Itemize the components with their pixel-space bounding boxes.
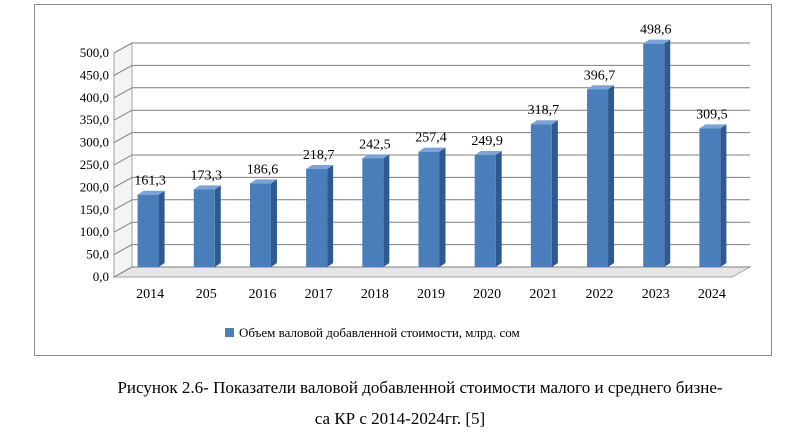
- bar: [587, 89, 609, 267]
- bar-side: [439, 147, 446, 267]
- bar-side: [664, 39, 671, 268]
- gridline-depth: [113, 244, 133, 256]
- bar-top: [193, 185, 221, 190]
- gridline-depth: [113, 176, 133, 188]
- bar: [193, 189, 215, 267]
- gridline-depth: [113, 199, 133, 211]
- gridline-depth: [113, 154, 133, 166]
- y-tick-label: 450,0: [80, 67, 109, 82]
- y-tick-label: 350,0: [80, 112, 109, 127]
- y-tick-label: 150,0: [80, 202, 109, 217]
- data-label: 396,7: [584, 68, 616, 83]
- x-tick-label: 2016: [248, 287, 276, 302]
- bar-side: [720, 124, 727, 268]
- legend-swatch: [225, 328, 234, 337]
- x-tick-label: 2024: [698, 287, 726, 302]
- x-tick-label: 2022: [586, 287, 614, 302]
- bar-top: [418, 147, 446, 152]
- bar-chart: 0,0 50,0 100,0 150,0 200,0 250,0 300,0 350,0 400…: [80, 23, 752, 340]
- figure-caption-line-1: Рисунок 2.6- Показатели валовой добавлен…: [117, 378, 723, 397]
- bar-top: [643, 39, 671, 44]
- gridline-depth: [113, 132, 133, 144]
- bar: [418, 151, 440, 267]
- bar-side: [270, 179, 277, 267]
- y-tick-label: 400,0: [80, 90, 109, 105]
- x-tick-label: 2019: [417, 287, 445, 302]
- bar-top: [530, 120, 558, 125]
- bar: [643, 43, 665, 268]
- y-tick-label: 250,0: [80, 157, 109, 172]
- bar-side: [327, 165, 334, 267]
- y-tick-label: 300,0: [80, 135, 109, 150]
- x-tick-label: 2017: [305, 287, 333, 302]
- bar-side: [551, 120, 558, 267]
- bar-side: [214, 185, 221, 267]
- bar: [306, 169, 328, 267]
- legend-label: Объем валовой добавленной стоимости, млр…: [239, 325, 520, 340]
- gridline-depth: [113, 109, 133, 121]
- x-tick-label: 205: [196, 287, 217, 302]
- gridline-depth: [113, 64, 133, 76]
- bar-top: [249, 179, 277, 184]
- bar-side: [383, 154, 390, 267]
- data-label: 186,6: [247, 162, 279, 177]
- bar: [137, 194, 159, 267]
- x-tick-label: 2023: [642, 287, 670, 302]
- bar: [530, 124, 552, 267]
- x-tick-label: 2020: [473, 287, 501, 302]
- data-label: 498,6: [640, 23, 672, 38]
- data-label: 257,4: [415, 131, 447, 146]
- bar-side: [158, 190, 165, 267]
- figure-caption-line-2: са КР с 2014-2024гг. [5]: [314, 409, 486, 428]
- chart-frame: 0,0 50,0 100,0 150,0 200,0 250,0 300,0 350,0 400…: [34, 4, 772, 356]
- data-label: 242,5: [359, 137, 391, 152]
- bar: [249, 183, 271, 267]
- gridline-depth: [113, 221, 133, 233]
- y-tick-label: 500,0: [80, 45, 109, 60]
- chart-floor: [112, 266, 752, 278]
- y-tick-label: 50,0: [86, 247, 109, 262]
- bar: [362, 158, 384, 267]
- bar-top: [306, 165, 334, 170]
- x-tick-label: 2014: [136, 287, 164, 302]
- data-label: 249,9: [471, 134, 503, 149]
- bar-top: [474, 151, 502, 156]
- data-label: 318,7: [528, 103, 560, 118]
- x-tick-label: 2021: [529, 287, 557, 302]
- gridline-depth: [113, 42, 133, 54]
- data-label: 218,7: [303, 148, 335, 163]
- bar-top: [362, 154, 390, 159]
- bar: [474, 155, 496, 267]
- gridline-depth: [113, 266, 133, 278]
- bar-side: [608, 85, 615, 267]
- bar-top: [137, 190, 165, 195]
- data-label: 161,3: [134, 174, 166, 189]
- bar-top: [699, 124, 727, 129]
- y-tick-label: 200,0: [80, 179, 109, 194]
- bar: [699, 128, 721, 267]
- y-tick-label: 0,0: [93, 269, 109, 284]
- data-label: 309,5: [696, 107, 728, 122]
- x-tick-label: 2018: [361, 287, 389, 302]
- y-tick-label: 100,0: [80, 224, 109, 239]
- gridline-depth: [113, 87, 133, 99]
- bar-side: [495, 151, 502, 267]
- bar-top: [587, 85, 615, 90]
- data-label: 173,3: [191, 168, 223, 183]
